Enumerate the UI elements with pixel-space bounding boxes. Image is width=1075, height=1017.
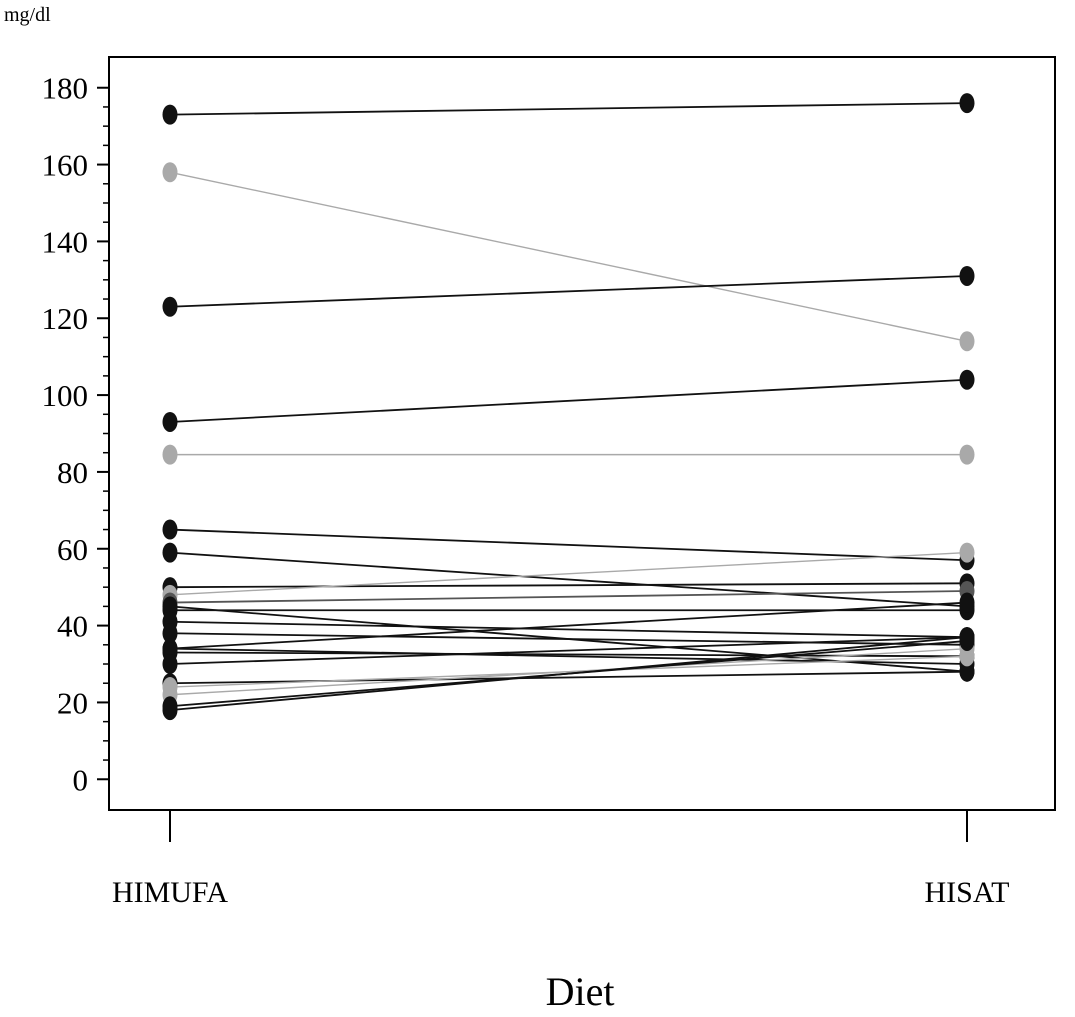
data-point (162, 296, 178, 317)
data-point (959, 627, 975, 648)
data-point (162, 654, 178, 675)
series-line (169, 636, 968, 712)
data-point (959, 444, 975, 465)
series-line (169, 582, 968, 589)
data-point (162, 444, 178, 465)
y-tick-label: 100 (42, 378, 89, 413)
data-point (959, 331, 975, 352)
series-line (169, 601, 968, 650)
data-point (959, 93, 975, 114)
series-layer (169, 102, 968, 712)
y-tick-label: 80 (57, 455, 88, 490)
series-line (169, 647, 968, 696)
series-line (169, 636, 968, 665)
data-point (162, 623, 178, 644)
series-line (169, 590, 968, 604)
series-line (169, 632, 968, 646)
x-tick-label: HISAT (924, 876, 1009, 909)
series-line (169, 275, 968, 308)
data-point (162, 519, 178, 540)
data-point (162, 700, 178, 721)
x-axis: HIMUFA HISAT (112, 810, 1010, 909)
series-line (169, 171, 968, 342)
y-tick-label: 160 (42, 148, 89, 183)
data-point (959, 592, 975, 613)
x-tick-label: HIMUFA (112, 876, 228, 909)
data-point (959, 661, 975, 682)
data-point (162, 542, 178, 563)
plot-frame (108, 56, 1056, 811)
data-point (162, 104, 178, 125)
series-line (169, 102, 968, 116)
series-line (169, 528, 968, 562)
data-point (162, 411, 178, 432)
data-point (959, 542, 975, 563)
series-line (169, 620, 968, 639)
y-tick-label: 120 (42, 301, 89, 336)
data-point (162, 162, 178, 183)
y-tick-label: 20 (57, 685, 88, 720)
series-line (169, 551, 968, 608)
data-point (959, 265, 975, 286)
y-unit-label: mg/dl (4, 4, 51, 26)
y-tick-label: 60 (57, 532, 88, 567)
y-axis: 0 20 40 60 80 100 120 140 160 180 (42, 71, 109, 797)
y-tick-label: 140 (42, 224, 89, 259)
series-line (169, 551, 968, 596)
y-tick-label: 0 (73, 762, 89, 797)
data-point (959, 369, 975, 390)
y-tick-label: 180 (42, 71, 89, 106)
series-line (169, 378, 968, 423)
point-layer (162, 93, 975, 721)
x-axis-title: Diet (546, 969, 615, 1014)
y-tick-label: 40 (57, 609, 88, 644)
